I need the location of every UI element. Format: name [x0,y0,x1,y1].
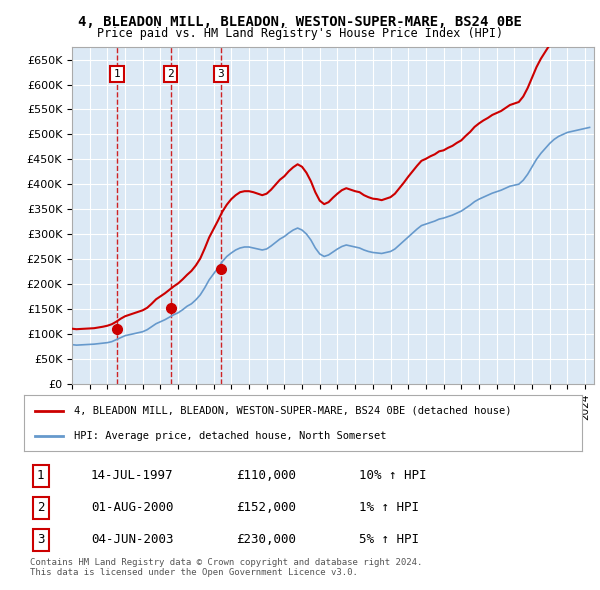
Text: 2: 2 [167,69,174,79]
Text: 2: 2 [37,502,44,514]
Text: 4, BLEADON MILL, BLEADON, WESTON-SUPER-MARE, BS24 0BE: 4, BLEADON MILL, BLEADON, WESTON-SUPER-M… [78,15,522,29]
Text: 04-JUN-2003: 04-JUN-2003 [91,533,173,546]
Text: 1: 1 [113,69,121,79]
Text: 3: 3 [218,69,224,79]
Text: 10% ↑ HPI: 10% ↑ HPI [359,469,426,482]
Text: Price paid vs. HM Land Registry's House Price Index (HPI): Price paid vs. HM Land Registry's House … [97,27,503,40]
Text: 3: 3 [37,533,44,546]
Text: £230,000: £230,000 [236,533,296,546]
Text: £152,000: £152,000 [236,502,296,514]
Text: HPI: Average price, detached house, North Somerset: HPI: Average price, detached house, Nort… [74,431,387,441]
Text: Contains HM Land Registry data © Crown copyright and database right 2024.
This d: Contains HM Land Registry data © Crown c… [30,558,422,577]
Text: 1% ↑ HPI: 1% ↑ HPI [359,502,419,514]
Text: 1: 1 [37,469,44,482]
Text: 14-JUL-1997: 14-JUL-1997 [91,469,173,482]
Text: 01-AUG-2000: 01-AUG-2000 [91,502,173,514]
Text: 4, BLEADON MILL, BLEADON, WESTON-SUPER-MARE, BS24 0BE (detached house): 4, BLEADON MILL, BLEADON, WESTON-SUPER-M… [74,406,512,416]
Text: £110,000: £110,000 [236,469,296,482]
Text: 5% ↑ HPI: 5% ↑ HPI [359,533,419,546]
